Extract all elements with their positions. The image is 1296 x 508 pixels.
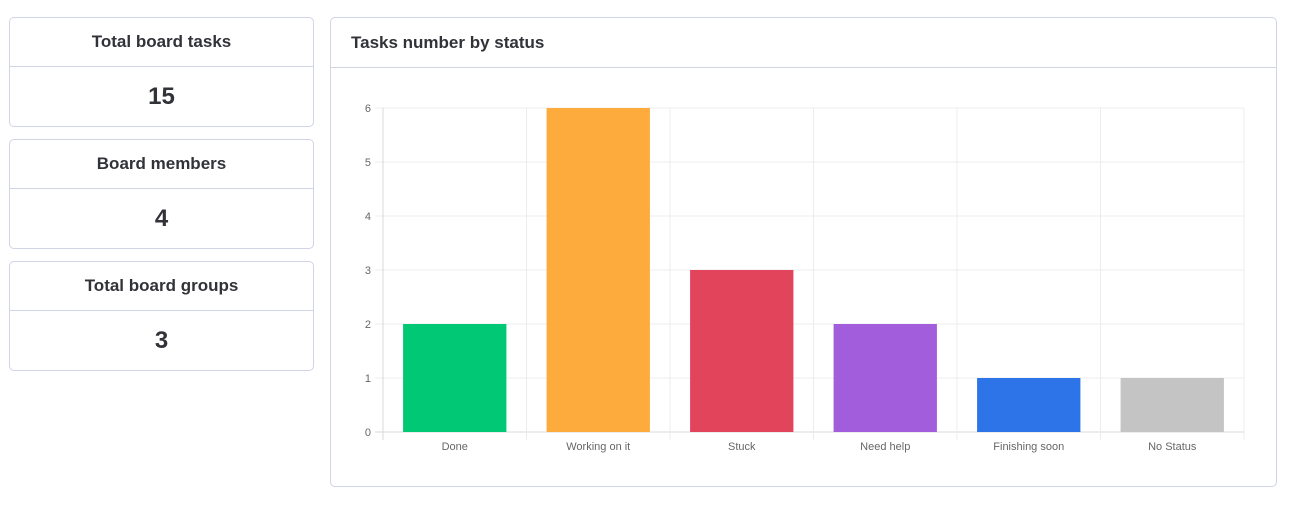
y-tick-label: 5 [365,157,371,169]
bar-no-status [1120,378,1224,432]
bar-need-help [833,324,937,432]
bar-finishing-soon [977,378,1081,432]
chart-card: Tasks number by status 0 1 2 3 4 5 6 Done Workin… [330,17,1277,487]
y-tick-label: 0 [365,427,371,439]
stat-card-total-tasks: Total board tasks 15 [9,17,314,127]
bar-done [403,324,507,432]
y-tick-label: 4 [365,211,371,223]
stat-title: Board members [10,140,313,189]
chart-title: Tasks number by status [331,18,1276,68]
stat-value: 15 [148,83,175,110]
stat-card-board-members: Board members 4 [9,139,314,249]
x-tick-label: Stuck [728,441,756,453]
y-tick-label: 3 [365,265,371,277]
bar-working-on-it [546,108,650,432]
stat-value: 3 [154,327,169,354]
x-tick-label: Finishing soon [993,441,1064,453]
y-tick-label: 6 [365,103,371,115]
bar-chart: 0 1 2 3 4 5 6 Done Working on it Stuck Need help Fi… [365,103,1245,453]
stat-card-total-groups: Total board groups 3 [9,261,314,371]
x-tick-label: Working on it [566,441,630,453]
bar-stuck [690,270,794,432]
stat-title: Total board tasks [10,18,313,67]
x-tick-label: Need help [860,441,910,453]
stat-title: Total board groups [10,262,313,311]
stat-value: 4 [154,205,169,232]
x-tick-label: No Status [1148,441,1197,453]
y-tick-label: 1 [365,373,371,385]
y-tick-label: 2 [365,319,371,331]
x-tick-label: Done [442,441,468,453]
